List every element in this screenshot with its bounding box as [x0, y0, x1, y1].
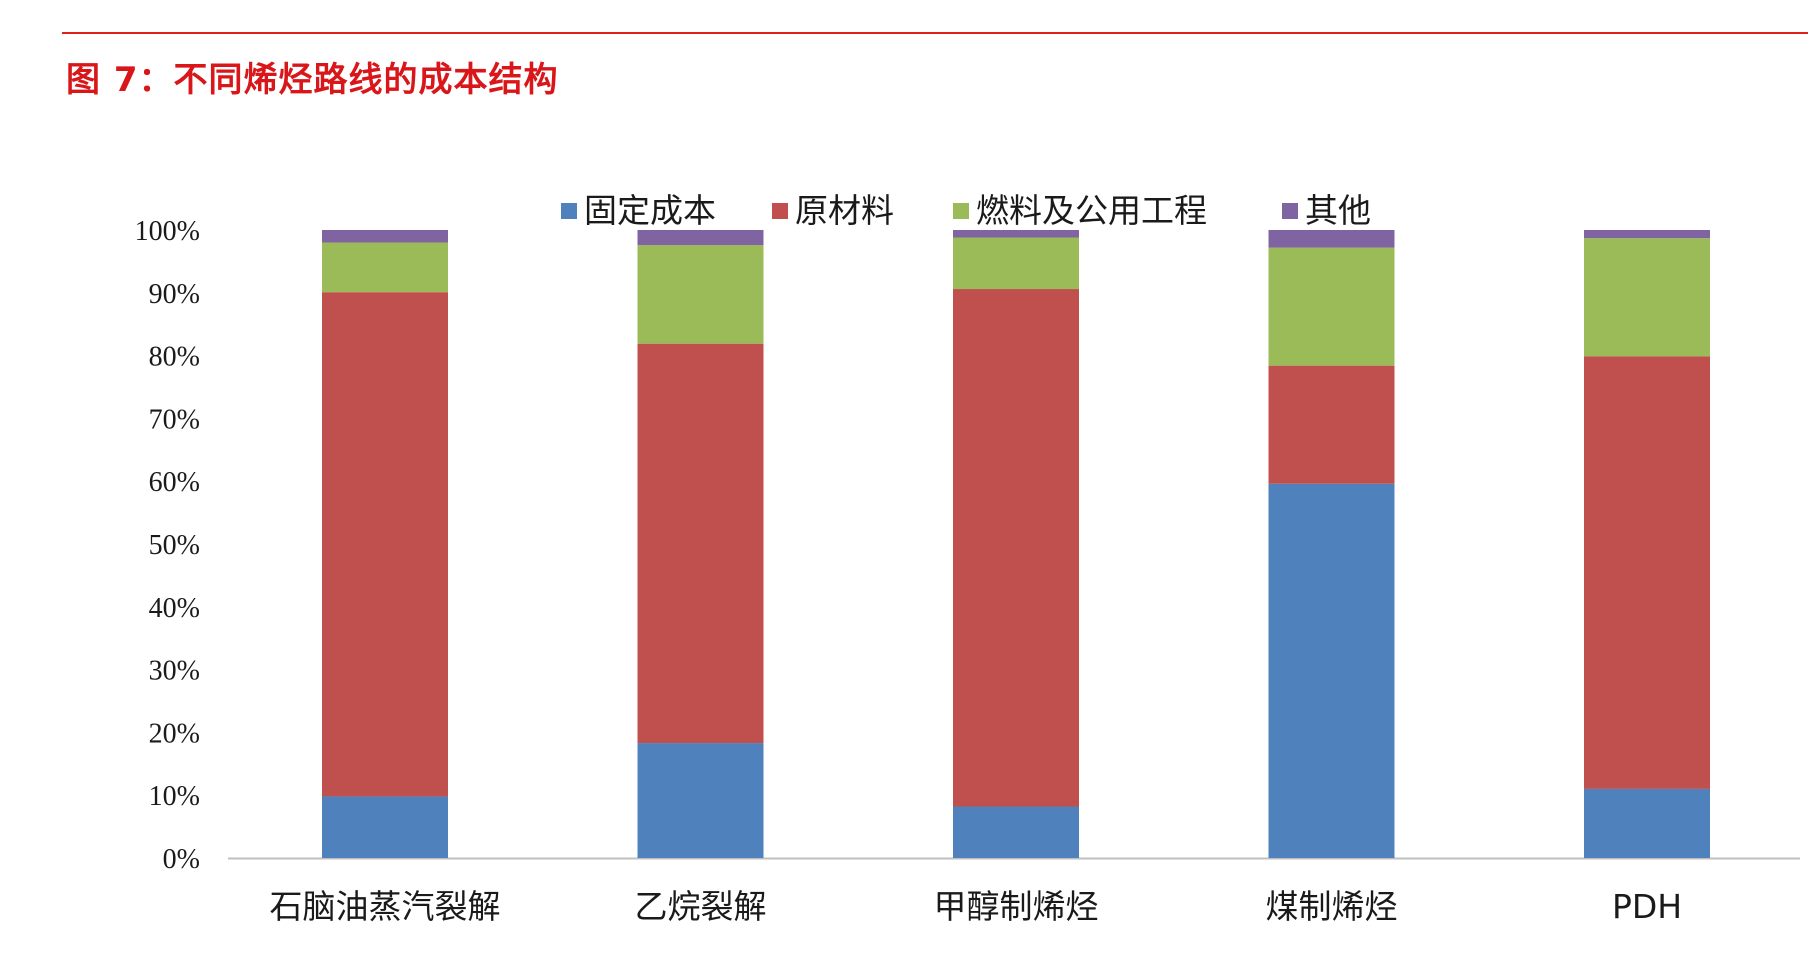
bar-segment: [953, 289, 1079, 807]
bar-segment: [953, 237, 1079, 290]
bar-segment: [322, 242, 448, 293]
y-tick-label: 90%: [149, 279, 200, 310]
y-tick-label: 70%: [149, 404, 200, 435]
y-tick-label: 10%: [149, 781, 200, 812]
bar-segment: [1268, 365, 1395, 484]
bar-segment: [953, 230, 1079, 238]
legend-swatch: [1282, 203, 1298, 219]
y-tick-label: 30%: [149, 656, 200, 687]
legend-swatch: [561, 203, 577, 219]
top-rule: [62, 32, 1808, 34]
legend-swatch: [953, 203, 969, 219]
bar-segment: [322, 230, 448, 243]
x-category-label: 石脑油蒸汽裂解: [270, 887, 501, 926]
bar-segment: [637, 230, 764, 246]
bar-segment: [1584, 230, 1710, 239]
bar-segment: [637, 245, 764, 344]
bar-segment: [1584, 238, 1710, 357]
bar-segment: [637, 343, 764, 744]
legend-label: 原材料: [795, 191, 894, 230]
legend-label: 燃料及公用工程: [976, 191, 1207, 230]
bar-segment: [322, 796, 448, 858]
legend-swatch: [772, 203, 788, 219]
y-tick-label: 100%: [135, 216, 200, 247]
bar-segment: [1268, 247, 1395, 366]
x-category-label: 乙烷裂解: [635, 887, 767, 926]
y-tick-label: 40%: [149, 593, 200, 624]
bar-segment: [322, 292, 448, 797]
bar-segment: [953, 806, 1079, 858]
y-tick-label: 60%: [149, 467, 200, 498]
y-tick-label: 80%: [149, 342, 200, 373]
x-category-label: PDH: [1612, 887, 1682, 926]
x-category-label: 甲醇制烯烃: [934, 887, 1099, 926]
y-tick-label: 20%: [149, 718, 200, 749]
bar-segment: [1268, 483, 1395, 858]
bar-segment: [1584, 788, 1710, 858]
bar-segment: [637, 743, 764, 858]
y-tick-label: 0%: [163, 844, 200, 875]
legend-label: 固定成本: [584, 191, 716, 230]
figure-title: 图 7：不同烯烃路线的成本结构: [66, 60, 559, 100]
bar-segment: [1584, 356, 1710, 789]
bar-segment: [1268, 230, 1395, 248]
x-category-label: 煤制烯烃: [1266, 887, 1398, 926]
legend-label: 其他: [1305, 191, 1371, 230]
y-tick-label: 50%: [149, 530, 200, 561]
